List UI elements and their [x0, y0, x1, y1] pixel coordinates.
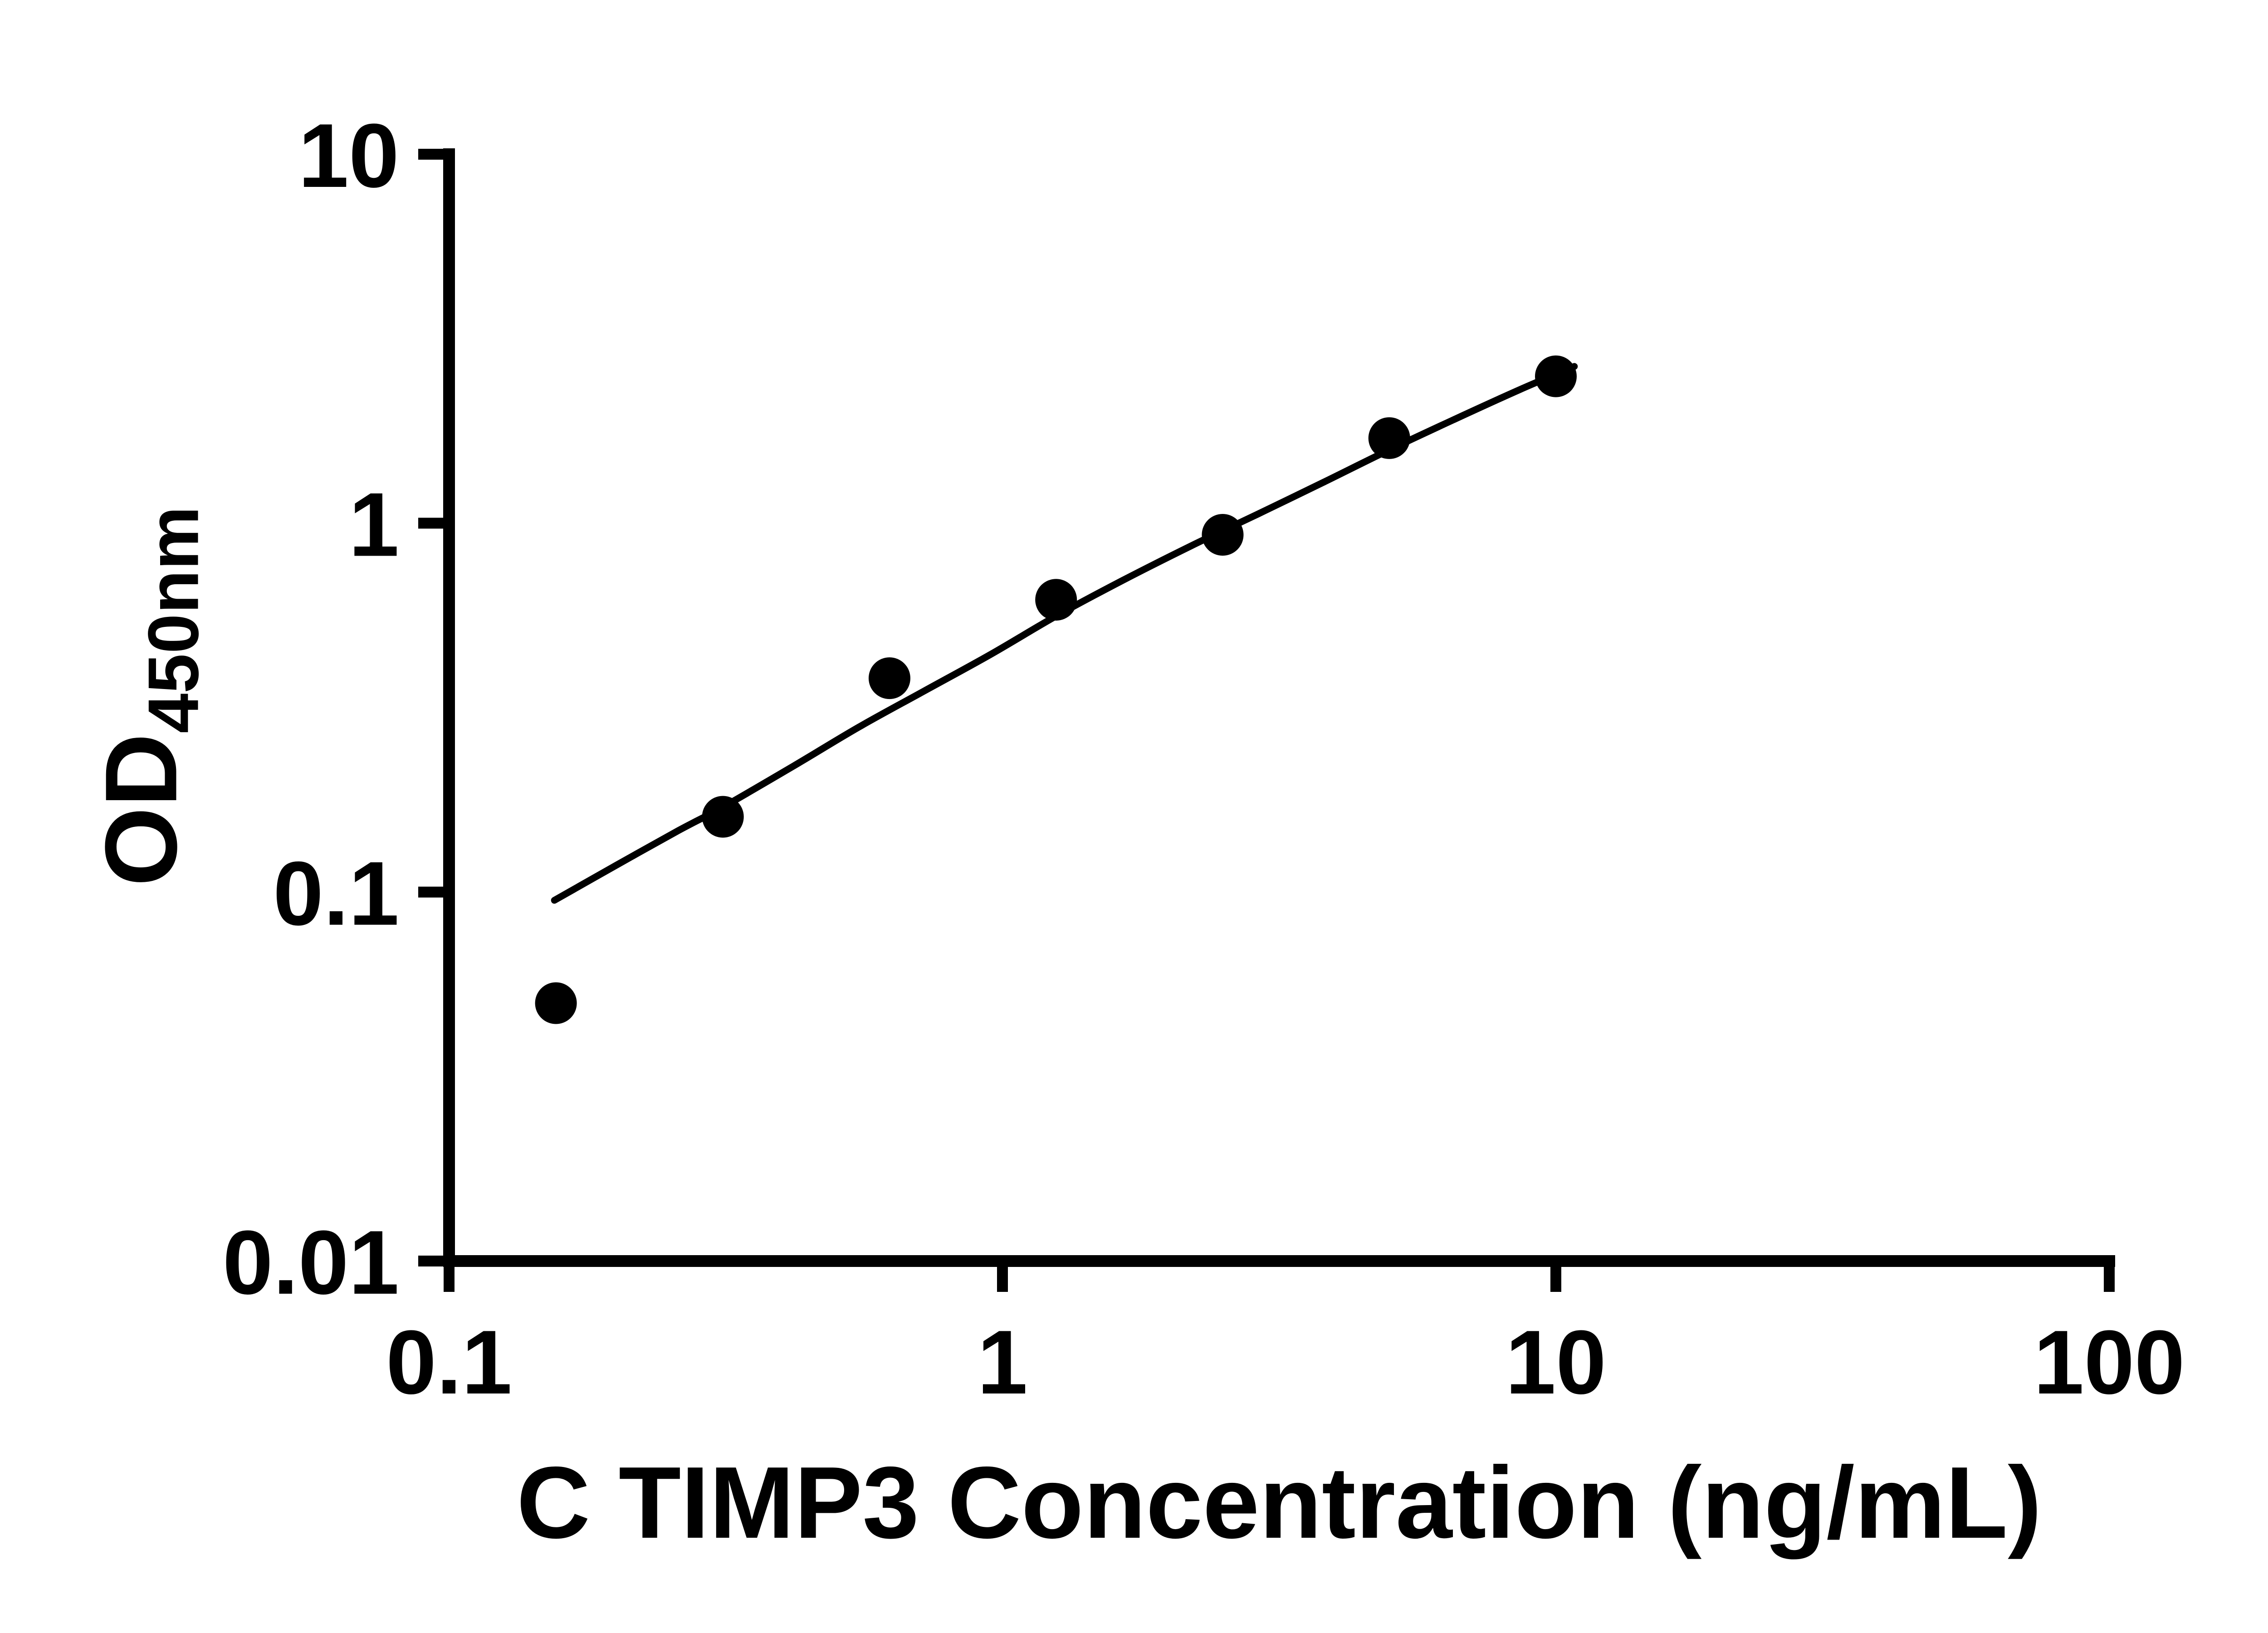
data-point	[1035, 579, 1077, 621]
x-tick-label: 0.1	[386, 1312, 512, 1413]
data-point	[535, 982, 577, 1024]
data-point	[1535, 355, 1577, 397]
data-point	[1368, 417, 1410, 459]
y-axis-title: OD450nm	[84, 506, 214, 886]
x-tick-label: 100	[2033, 1312, 2185, 1413]
data-point	[702, 796, 744, 838]
data-point	[1202, 513, 1244, 556]
y-tick-label: 0.1	[273, 843, 399, 944]
data-point	[868, 657, 910, 699]
y-tick-label: 10	[298, 105, 399, 206]
y-axis-title-main: OD	[83, 733, 198, 887]
x-axis-title: C TIMP3 Concentration (ng/mL)	[516, 1445, 2042, 1560]
y-tick-label: 1	[349, 474, 399, 575]
x-tick-label: 1	[977, 1312, 1027, 1413]
x-tick-label: 10	[1505, 1312, 1606, 1413]
y-axis-title-subscript: 450nm	[133, 506, 214, 733]
y-tick-label: 0.01	[223, 1212, 399, 1313]
